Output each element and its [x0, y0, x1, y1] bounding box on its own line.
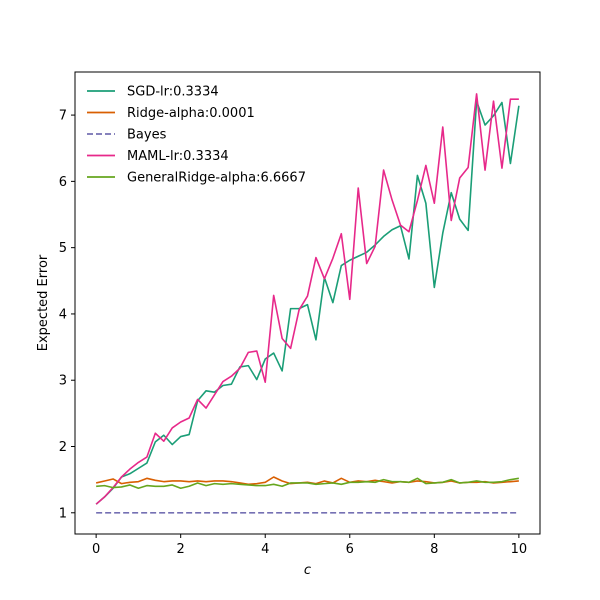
y-tick-label: 6 — [59, 175, 67, 190]
y-tick-label: 3 — [59, 374, 67, 389]
series-line-4 — [96, 477, 519, 490]
legend-label-4: GeneralRidge-alpha:6.6667 — [127, 171, 306, 186]
y-tick-label: 1 — [59, 506, 67, 521]
x-axis-ticks: 0 2 4 6 8 10 — [92, 534, 527, 557]
x-tick-label: 10 — [511, 542, 528, 557]
y-tick-label: 7 — [59, 109, 67, 124]
y-axis-label: Expected Error — [36, 254, 51, 351]
x-axis-label: c — [304, 563, 311, 578]
x-tick-label: 8 — [430, 542, 438, 557]
legend: SGD-lr:0.3334 Ridge-alpha:0.0001 Bayes MAML… — [87, 85, 306, 186]
series-line-3 — [95, 93, 519, 505]
x-tick-label: 4 — [261, 542, 269, 557]
y-tick-label: 5 — [59, 241, 67, 256]
axes-frame — [74, 71, 541, 535]
legend-label-2: Bayes — [127, 128, 167, 143]
y-axis-ticks: 1 2 3 4 5 6 7 — [59, 109, 75, 521]
legend-label-0: SGD-lr:0.3334 — [127, 85, 219, 100]
x-tick-label: 2 — [177, 542, 185, 557]
series-layer — [95, 93, 520, 514]
series-line-0 — [95, 100, 520, 505]
x-tick-label: 0 — [92, 542, 100, 557]
y-tick-label: 2 — [59, 440, 67, 455]
x-tick-label: 6 — [346, 542, 354, 557]
legend-label-1: Ridge-alpha:0.0001 — [127, 106, 255, 121]
y-tick-label: 4 — [59, 307, 67, 322]
legend-label-3: MAML-lr:0.3334 — [127, 149, 229, 164]
